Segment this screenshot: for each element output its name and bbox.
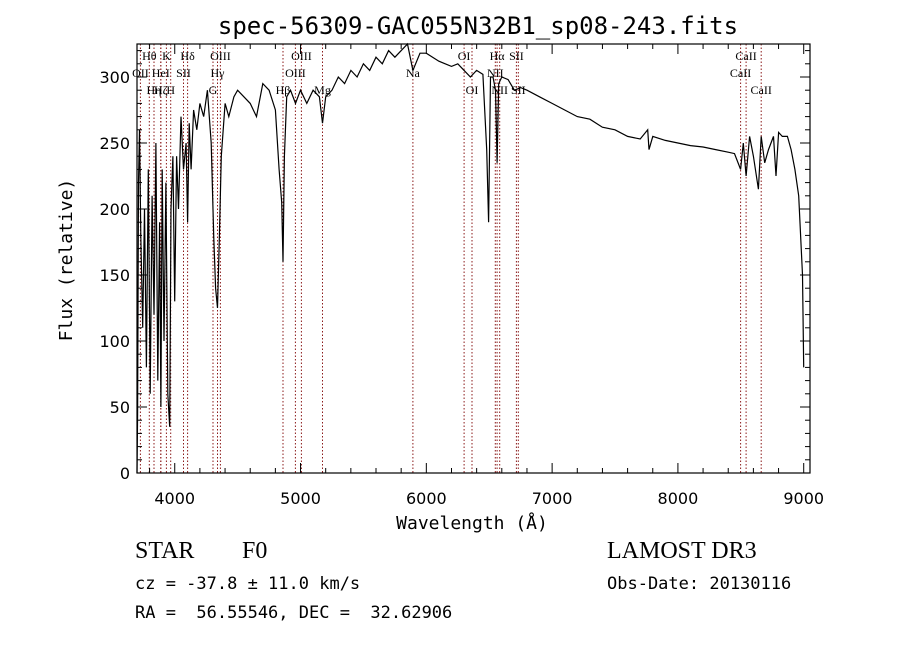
line-label-OIII-5007: OIII	[291, 49, 312, 63]
line-label-Na: Na	[406, 66, 421, 80]
y-axis-label: Flux (relative)	[56, 179, 77, 342]
x-tick-label: 9000	[783, 489, 824, 508]
line-label-OIII-4363: OIII	[210, 49, 231, 63]
object-class: STAR	[135, 538, 195, 564]
x-tick-label: 5000	[280, 489, 321, 508]
line-label-NII-6583: NII	[491, 83, 508, 97]
y-tick-label: 150	[99, 266, 130, 285]
object-subclass: F0	[242, 538, 268, 564]
line-label-H-delta: Hδ	[180, 49, 195, 63]
coordinates: RA = 56.55546, DEC = 32.62906	[135, 603, 453, 623]
x-tick-label: 7000	[532, 489, 573, 508]
x-axis-label: Wavelength (Å)	[396, 512, 548, 534]
line-label-HeI: HeI	[152, 66, 170, 80]
line-label-H-alpha: Hα	[490, 49, 506, 63]
line-label-OIII-4959: OIII	[285, 66, 306, 80]
line-label-H-eta: Hη	[147, 83, 162, 97]
y-axis: 0 50 100 150 200 250 300	[99, 50, 810, 483]
line-label-OI-6300: OI	[458, 49, 471, 63]
line-label-CaII-8542: CaII	[735, 49, 756, 63]
y-tick-label: 300	[99, 68, 130, 87]
line-label-G: G	[209, 83, 218, 97]
y-tick-label: 50	[110, 398, 130, 417]
line-label-SII-6716: SII	[509, 49, 524, 63]
line-label-OI-6363: OI	[466, 83, 479, 97]
x-tick-label: 4000	[154, 489, 195, 508]
spectrum-line	[136, 42, 805, 474]
line-label-H-beta: Hβ	[276, 83, 291, 97]
y-tick-label: 100	[99, 332, 130, 351]
line-label-H-zeta: Hζ	[154, 83, 168, 97]
y-tick-label: 250	[99, 134, 130, 153]
line-label-SII: SII	[176, 66, 191, 80]
line-label-SII-6731: SII	[511, 83, 526, 97]
line-label-NII-6548: NII	[487, 66, 504, 80]
x-tick-label: 6000	[406, 489, 447, 508]
x-tick-label: 8000	[658, 489, 699, 508]
redshift-value: cz = -37.8 ± 11.0 km/s	[135, 574, 361, 594]
y-tick-label: 0	[120, 464, 130, 483]
line-label-H-theta: Hθ	[142, 49, 157, 63]
survey-name: LAMOST DR3	[607, 538, 757, 564]
plot-frame	[136, 43, 811, 474]
line-label-H-gamma: Hγ	[211, 66, 226, 80]
line-markers	[139, 44, 762, 473]
line-label-OII: OII	[132, 66, 149, 80]
x-axis: 4000 5000 6000 7000 8000 9000	[149, 44, 824, 508]
line-label-H: H	[166, 83, 175, 97]
chart-title: spec-56309-GAC055N32B1_sp08-243.fits	[218, 12, 738, 40]
line-label-CaII-8498: CaII	[730, 66, 751, 80]
line-label-Mg: Mg	[314, 83, 331, 97]
line-label-CaII-8662: CaII	[751, 83, 772, 97]
line-label-K: K	[162, 49, 171, 63]
y-tick-label: 200	[99, 200, 130, 219]
obs-date: Obs-Date: 20130116	[607, 574, 792, 594]
